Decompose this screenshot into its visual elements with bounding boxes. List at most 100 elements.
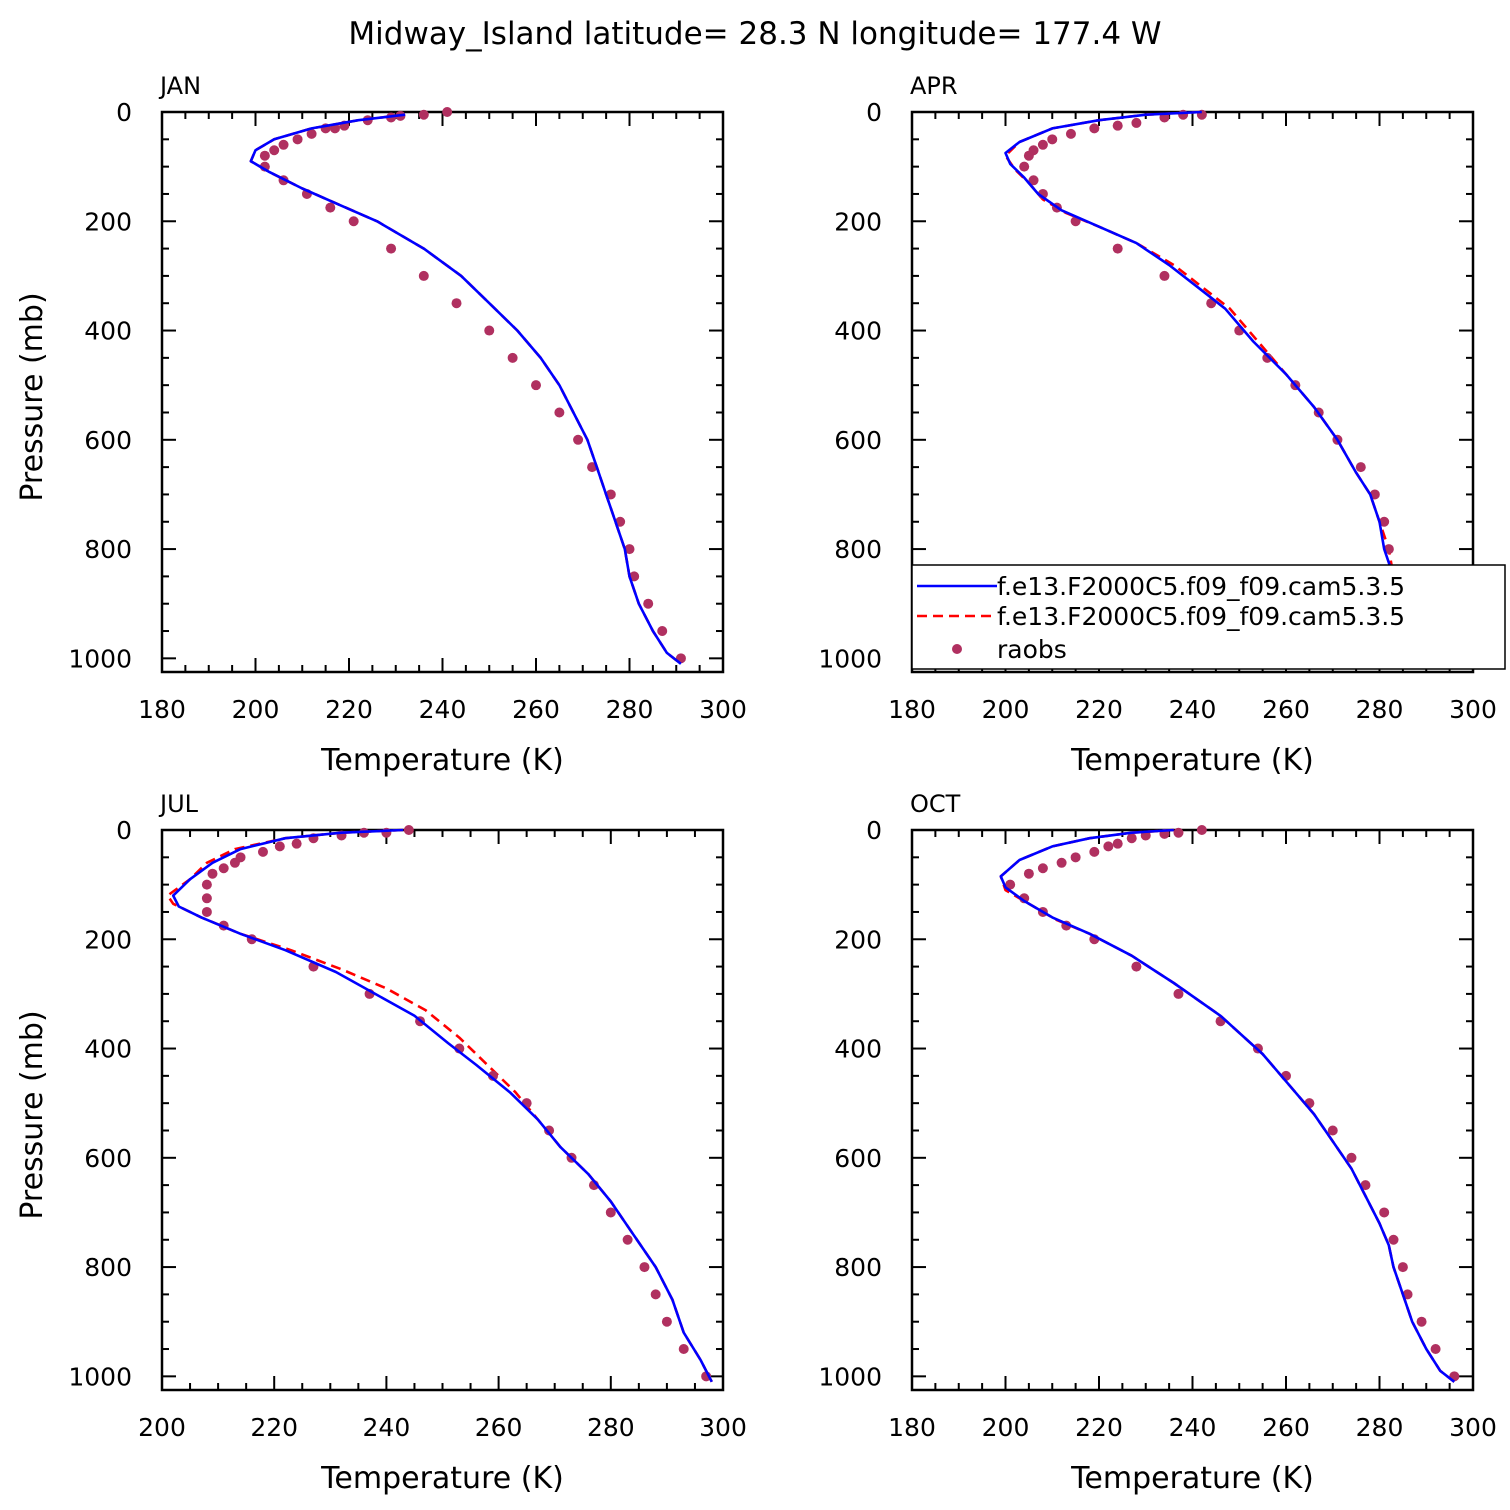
plot-frame [160,110,725,674]
y-tick-label: 1000 [818,644,882,673]
raobs-point [1196,825,1207,835]
raobs-point [1065,128,1076,139]
y-axis-title: Pressure (mb) [15,292,50,501]
panel-label: JUL [158,790,199,818]
raobs-point [573,434,584,445]
model1-line [1004,110,1432,665]
raobs-point [624,544,635,555]
x-tick-label: 240 [1169,695,1217,724]
raobs-point [325,202,336,213]
x-tick-label: 200 [982,1413,1030,1442]
x-tick-label: 280 [1356,695,1404,724]
legend-label: raobs [997,635,1067,664]
y-tick-label: 0 [116,816,132,845]
y-tick-label: 400 [84,317,132,346]
legend-raobs-marker [952,644,962,654]
raobs-point [1131,117,1142,128]
raobs-point [554,407,565,418]
y-tick-label: 400 [834,317,882,346]
raobs-point [1047,134,1058,145]
raobs-point [218,863,229,874]
raobs-point [1019,161,1030,172]
y-tick-label: 0 [116,98,132,127]
y-tick-label: 800 [834,535,882,564]
panel-oct: 180 200 220 240 260 280 300 0 200 400 600 800 1000 OC… [818,790,1496,1496]
raobs-point [348,216,359,227]
y-tick-label: 800 [834,1253,882,1282]
panel-label: JAN [158,72,201,100]
y-tick-label: 1000 [818,1362,882,1391]
y-tick-label: 200 [834,925,882,954]
x-tick-label: 180 [138,695,186,724]
raobs-point [201,906,212,917]
raobs-point [386,243,397,254]
raobs-point [1131,961,1142,972]
raobs-point [1416,1316,1427,1327]
y-tick-label: 800 [84,1253,132,1282]
x-tick-label: 240 [363,1413,411,1442]
y-tick-label: 600 [84,426,132,455]
raobs-point [1178,109,1189,120]
x-tick-label: 240 [419,695,467,724]
y-tick-label: 0 [866,816,882,845]
y-tick-label: 400 [84,1035,132,1064]
model2-line [999,828,1456,1383]
raobs-point [418,270,429,281]
raobs-point [484,325,495,336]
raobs-point [1430,1344,1441,1355]
legend-label: f.e13.F2000C5.f09_f09.cam5.3.5 [997,572,1405,601]
panel-label: APR [910,72,958,100]
x-tick-label: 180 [888,1413,936,1442]
raobs-point [1388,1234,1399,1245]
x-tick-label: 260 [1262,1413,1310,1442]
raobs-point [278,139,289,150]
panel-jul: 200 220 240 260 280 300 0 200 400 600 800 1000 JUL Te… [15,790,747,1496]
x-tick-label: 220 [250,1413,298,1442]
x-tick-label: 240 [1169,1413,1217,1442]
raobs-point [1159,270,1170,281]
plot-area [999,825,1460,1383]
raobs-point [1379,1207,1390,1218]
legend-box [911,564,1506,670]
raobs-point [1089,123,1100,134]
raobs-point [639,1262,650,1273]
model2-line [249,113,682,665]
raobs-point [269,145,280,156]
raobs-point [507,352,518,363]
x-tick-label: 280 [1356,1413,1404,1442]
x-tick-label: 300 [1449,1413,1497,1442]
panel-jan: 180 200 220 240 260 280 300 0 200 400 600 800 1000 JA… [15,72,747,778]
legend-label: f.e13.F2000C5.f09_f09.cam5.3.5 [997,602,1405,631]
raobs-point [1173,988,1184,999]
raobs-point [1089,846,1100,857]
model2-line [166,828,713,1383]
raobs-point [544,1125,555,1136]
y-tick-label: 800 [84,535,132,564]
raobs-point [201,893,212,904]
x-tick-label: 260 [512,695,560,724]
raobs-point [1023,150,1034,161]
x-tick-label: 260 [475,1413,523,1442]
x-tick-label: 280 [587,1413,635,1442]
x-tick-label: 280 [606,695,654,724]
plot-frame [160,828,725,1392]
raobs-point [605,1207,616,1218]
raobs-point [1262,352,1273,363]
raobs-point [1037,139,1048,150]
plot-frame [910,828,1475,1392]
panel-apr: 180 200 220 240 260 280 300 0 200 400 600 800 1000 AP… [818,72,1496,778]
raobs-point [1126,833,1137,844]
raobs-point [1023,868,1034,879]
raobs-point [381,827,392,838]
y-tick-label: 200 [84,925,132,954]
x-tick-label: 220 [1075,1413,1123,1442]
plot-area [1004,109,1437,665]
model1-line [171,828,713,1383]
x-tick-label: 300 [699,695,747,724]
raobs-point [650,1289,661,1300]
raobs-point [259,150,270,161]
y-tick-label: 1000 [68,644,132,673]
raobs-point [207,868,218,879]
x-tick-label: 220 [1075,695,1123,724]
